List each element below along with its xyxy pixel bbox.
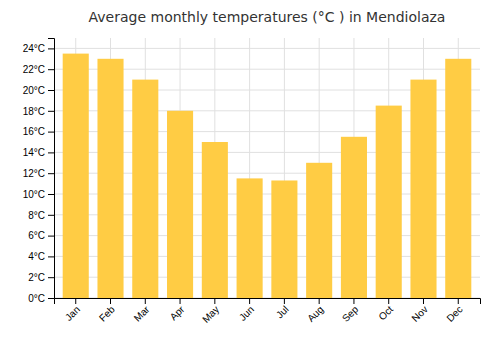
y-tick-label: 6°C [28, 230, 45, 241]
y-tick-label: 0°C [28, 293, 45, 304]
x-tick-label: Jan [63, 304, 82, 323]
x-tick: Jan [63, 298, 82, 323]
x-axis: Jan Feb Mar Apr May Jun Jul Aug Sep Oct Nov Dec [55, 298, 481, 325]
x-tick-label: Apr [168, 303, 187, 322]
x-tick: May [200, 298, 221, 325]
y-tick-label: 20°C [23, 85, 45, 96]
x-tick-label: Aug [305, 304, 325, 324]
y-tick: 14°C [23, 147, 54, 158]
y-tick: 0°C [28, 293, 54, 304]
y-tick: 12°C [23, 168, 54, 179]
y-tick-label: 16°C [23, 126, 45, 137]
y-tick: 10°C [23, 189, 54, 200]
x-tick: Jun [237, 298, 256, 323]
y-tick: 4°C [28, 251, 54, 262]
y-tick: 18°C [23, 106, 54, 117]
y-tick: 6°C [28, 230, 54, 241]
x-tick: Oct [376, 298, 395, 322]
x-tick-mark [319, 298, 320, 304]
bar [237, 178, 263, 298]
y-tick-mark [48, 132, 54, 133]
grid-line-y [54, 48, 480, 49]
x-tick-mark [388, 298, 389, 304]
x-tick: Feb [97, 298, 117, 324]
bar [341, 137, 367, 298]
x-tick-label: Feb [97, 303, 117, 323]
y-tick-mark [48, 236, 54, 237]
y-tick-mark [48, 256, 54, 257]
bars [63, 54, 472, 298]
y-tick-label: 4°C [28, 251, 45, 262]
y-tick-mark [48, 215, 54, 216]
bar [445, 59, 471, 298]
y-axis: 0°C 2°C 4°C 6°C 8°C 10°C 12°C 14°C 16°C 18°C 20°C 2… [23, 39, 55, 304]
y-tick-mark [48, 194, 54, 195]
x-tick-label: Nov [409, 304, 429, 324]
bar [306, 163, 332, 298]
y-tick-label: 2°C [28, 272, 45, 283]
x-tick-mark [214, 298, 215, 304]
x-tick-mark [423, 298, 424, 304]
y-axis-line [48, 39, 55, 299]
y-tick-label: 10°C [23, 189, 45, 200]
y-tick-label: 22°C [23, 64, 45, 75]
x-tick-mark [249, 298, 250, 304]
y-tick-mark [48, 111, 54, 112]
x-tick-label: Sep [340, 303, 361, 324]
y-tick: 2°C [28, 272, 54, 283]
x-tick: Sep [340, 298, 361, 324]
y-tick: 8°C [28, 210, 54, 221]
x-tick-label: Mar [132, 303, 152, 323]
x-tick-label: Jun [237, 304, 256, 323]
y-tick-mark [48, 152, 54, 153]
bar [410, 80, 436, 298]
x-tick: Nov [409, 298, 429, 324]
chart: 0°C 2°C 4°C 6°C 8°C 10°C 12°C 14°C 16°C 18°C 20°C 2… [0, 0, 500, 350]
x-tick-label: Jul [274, 304, 291, 321]
x-axis-line [55, 299, 481, 305]
x-tick-mark [353, 298, 354, 304]
bar [202, 142, 228, 298]
x-tick-mark [284, 298, 285, 304]
bar [132, 80, 158, 298]
x-tick-mark [458, 298, 459, 304]
x-tick: Jul [274, 298, 291, 320]
x-tick-mark [75, 298, 76, 304]
y-tick-label: 12°C [23, 168, 45, 179]
y-tick: 24°C [23, 43, 54, 54]
y-tick-mark [48, 90, 54, 91]
bar [97, 59, 123, 298]
x-tick: Mar [132, 298, 152, 324]
y-tick-mark [48, 298, 54, 299]
title: Average monthly temperatures (°C ) in Me… [89, 9, 446, 25]
bar [376, 106, 402, 298]
bar [271, 180, 297, 298]
x-tick: Apr [168, 298, 187, 322]
y-tick-mark [48, 48, 54, 49]
y-tick: 16°C [23, 126, 54, 137]
y-tick-mark [48, 69, 54, 70]
x-tick-label: Dec [444, 304, 464, 324]
x-tick: Aug [305, 298, 325, 324]
bar [167, 111, 193, 298]
y-tick-mark [48, 277, 54, 278]
x-tick-mark [145, 298, 146, 304]
x-tick-mark [180, 298, 181, 304]
y-tick-label: 14°C [23, 147, 45, 158]
bar [63, 54, 89, 298]
y-tick: 20°C [23, 85, 54, 96]
grid [54, 38, 480, 298]
x-tick: Dec [444, 298, 464, 324]
y-tick-label: 18°C [23, 106, 45, 117]
y-tick-mark [48, 173, 54, 174]
y-tick-label: 8°C [28, 210, 45, 221]
x-tick-label: Oct [376, 304, 395, 323]
x-tick-label: May [200, 304, 221, 325]
y-tick: 22°C [23, 64, 54, 75]
y-tick-label: 24°C [23, 43, 45, 54]
x-tick-mark [110, 298, 111, 304]
